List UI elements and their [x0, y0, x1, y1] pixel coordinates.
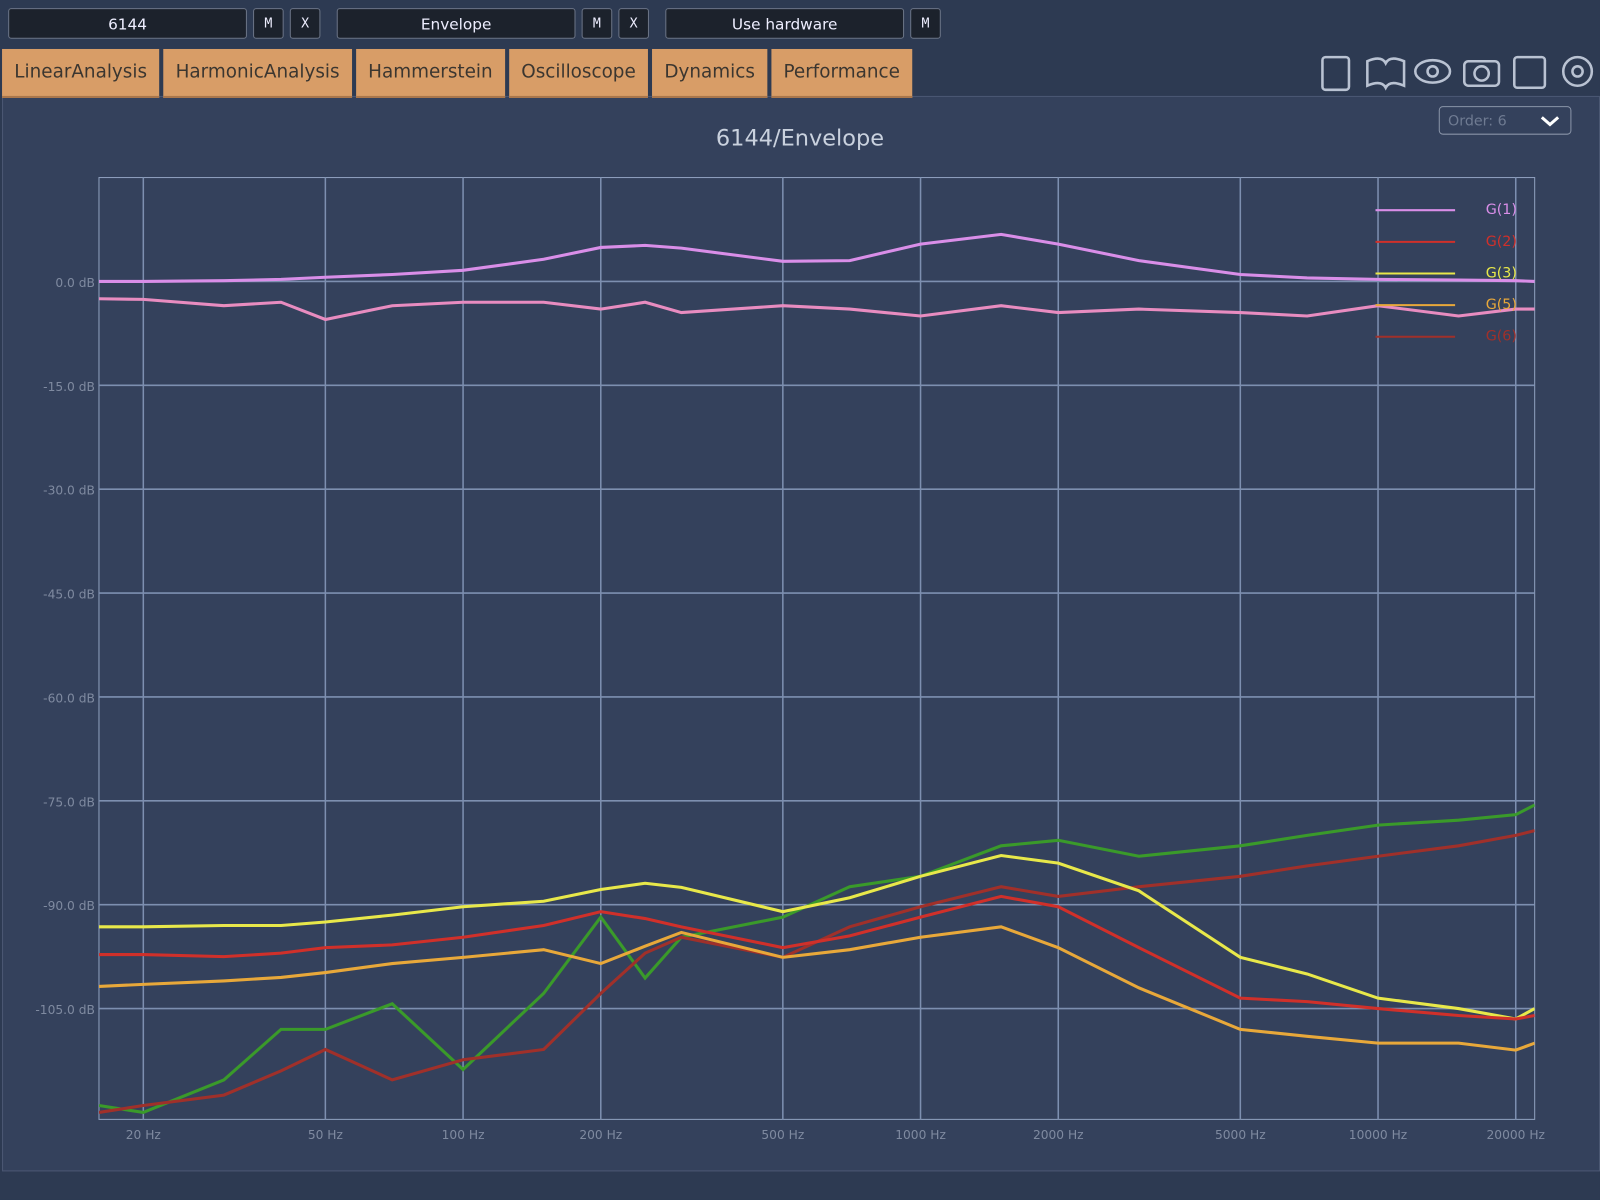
tab[interactable]: Dynamics	[652, 48, 768, 98]
notes-icon[interactable]	[1321, 55, 1351, 92]
tabs: LinearAnalysis HarmonicAnalysis Hammerstei…	[2, 48, 913, 98]
x-tick-label: 100 Hz	[442, 1128, 485, 1142]
tab[interactable]: Hammerstein	[355, 48, 505, 98]
y-tick-label: -15.0 dB	[43, 380, 95, 394]
field-group: Use hardware M	[665, 8, 941, 39]
button[interactable]: M	[910, 8, 941, 39]
series-line	[98, 297, 1535, 322]
camera-icon[interactable]	[1462, 59, 1501, 87]
x-tick-label: 200 Hz	[579, 1128, 622, 1142]
tab[interactable]: Performance	[771, 48, 913, 98]
field-group: Envelope M X	[336, 8, 649, 39]
icon-bar	[1321, 55, 1594, 92]
series-line	[98, 232, 1535, 283]
series-line	[98, 853, 1535, 1021]
x-tick-label: 20000 Hz	[1487, 1128, 1545, 1142]
series-line	[98, 894, 1535, 1021]
y-tick-label: 0.0 dB	[55, 276, 95, 290]
toolbar: 6144 M X Envelope M X Use hardware M	[8, 8, 951, 39]
legend-label: G(1)	[1486, 202, 1517, 218]
eye-icon[interactable]	[1414, 58, 1452, 84]
button[interactable]: M	[581, 8, 613, 39]
order-select[interactable]: Order: 6	[1438, 106, 1572, 135]
plot-lines	[98, 232, 1535, 1115]
text-field[interactable]: Envelope	[336, 8, 576, 39]
legend-label: G(5)	[1486, 297, 1517, 313]
x-tick-label: 50 Hz	[308, 1128, 343, 1142]
tab[interactable]: HarmonicAnalysis	[163, 48, 352, 98]
tab[interactable]: Oscilloscope	[508, 48, 649, 98]
y-tick-label: -45.0 dB	[43, 588, 95, 602]
y-tick-label: -90.0 dB	[43, 899, 95, 913]
y-tick-label: -105.0 dB	[35, 1003, 95, 1017]
series-line	[98, 803, 1535, 1115]
y-tick-label: -60.0 dB	[43, 691, 95, 705]
x-tick-label: 500 Hz	[761, 1128, 804, 1142]
x-tick-label: 1000 Hz	[895, 1128, 946, 1142]
tab[interactable]: LinearAnalysis	[2, 48, 160, 98]
plot-area	[98, 177, 1536, 1120]
order-text: Order: 6	[1447, 113, 1507, 130]
split-icon[interactable]	[1512, 55, 1547, 90]
button[interactable]: M	[253, 8, 284, 39]
legend-label: G(2)	[1486, 234, 1517, 250]
y-tick-label: -75.0 dB	[43, 795, 95, 809]
chevron	[1540, 116, 1560, 127]
button[interactable]: X	[618, 8, 649, 39]
text-field[interactable]: Use hardware	[665, 8, 905, 39]
x-tick-label: 5000 Hz	[1215, 1128, 1266, 1142]
button[interactable]: X	[289, 8, 321, 39]
book-icon[interactable]	[1366, 57, 1406, 91]
legend-label: G(6)	[1486, 329, 1517, 345]
x-tick-label: 20 Hz	[126, 1128, 161, 1142]
series-line	[98, 925, 1535, 1052]
settings-icon[interactable]	[1561, 55, 1594, 87]
text-field[interactable]: 6144	[8, 8, 247, 39]
chart-title: 6144/Envelope	[716, 125, 884, 151]
legend-label: G(3)	[1486, 265, 1517, 281]
x-tick-label: 10000 Hz	[1349, 1128, 1407, 1142]
y-tick-label: -30.0 dB	[43, 484, 95, 498]
x-tick-label: 2000 Hz	[1033, 1128, 1084, 1142]
field-group: 6144 M X	[8, 8, 321, 39]
